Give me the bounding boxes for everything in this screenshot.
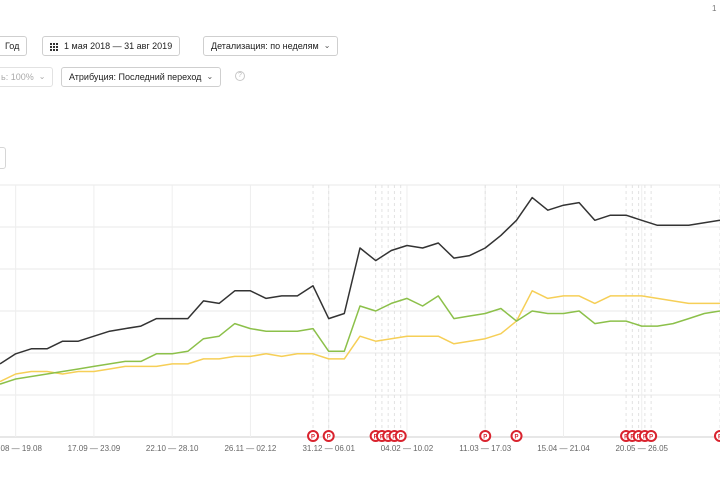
x-tick-label: 11.03 — 17.03 — [459, 444, 511, 453]
x-tick-label: 22.10 — 28.10 — [146, 444, 199, 453]
event-marker — [714, 430, 720, 442]
sample-dropdown[interactable]: ь: 100% ⌄ — [0, 67, 54, 87]
event-marker-glyph: P — [374, 435, 378, 441]
x-tick-label: 17.09 — 23.09 — [68, 444, 121, 453]
calendar-icon — [50, 42, 59, 51]
side-collapse-tab[interactable] — [0, 147, 6, 169]
series-line — [0, 295, 720, 385]
event-marker-glyph: P — [718, 435, 720, 441]
period-year-button[interactable]: Год — [0, 36, 28, 56]
detail-dropdown[interactable]: Детализация: по неделям ⌄ — [203, 36, 339, 56]
period-year-label: Год — [5, 41, 20, 51]
event-marker-glyph: P — [386, 435, 390, 441]
x-tick-label: 26.11 — 02.12 — [224, 444, 276, 453]
event-marker-glyph: P — [630, 435, 634, 441]
chevron-down-icon: ⌄ — [38, 72, 46, 81]
chevron-down-icon: ⌄ — [323, 41, 331, 50]
event-marker-glyph: P — [637, 435, 641, 441]
x-tick-label: 20.05 — 26.05 — [615, 444, 668, 453]
event-marker — [645, 430, 658, 442]
event-marker — [307, 430, 320, 442]
attribution-dropdown[interactable]: Атрибуция: Последний переход ⌄ — [61, 67, 222, 87]
x-tick-label: 31.12 — 06.01 — [302, 444, 355, 453]
chevron-down-icon: ⌄ — [206, 72, 214, 81]
event-marker-glyph: P — [624, 435, 628, 441]
help-icon[interactable]: ? — [235, 71, 245, 81]
event-marker-glyph: P — [515, 435, 519, 441]
date-range-button[interactable]: 1 мая 2018 — 31 авг 2019 — [42, 36, 181, 56]
event-marker — [394, 430, 407, 442]
attribution-dropdown-label: Атрибуция: Последний переход — [69, 72, 202, 82]
event-marker-glyph: P — [380, 435, 384, 441]
event-marker-glyph: P — [327, 435, 331, 441]
event-marker-glyph: P — [392, 435, 396, 441]
event-marker-glyph: P — [649, 435, 653, 441]
event-marker — [510, 430, 523, 442]
sample-dropdown-label: ь: 100% — [1, 72, 34, 82]
event-marker-glyph: P — [483, 435, 487, 441]
series-line — [0, 196, 720, 365]
event-marker-glyph: P — [399, 435, 403, 441]
event-marker-glyph: P — [643, 435, 647, 441]
x-tick-label: 13.08 — 19.08 — [0, 444, 42, 453]
corner-counter: 1 — [712, 4, 717, 13]
series-line — [0, 290, 720, 383]
event-marker — [322, 430, 335, 442]
x-tick-label: 04.02 — 10.02 — [381, 444, 434, 453]
detail-dropdown-label: Детализация: по неделям — [211, 41, 319, 51]
date-range-label: 1 мая 2018 — 31 авг 2019 — [64, 41, 173, 51]
x-tick-label: 15.04 — 21.04 — [537, 444, 590, 453]
event-marker-glyph: P — [311, 435, 315, 441]
event-marker — [479, 430, 492, 442]
